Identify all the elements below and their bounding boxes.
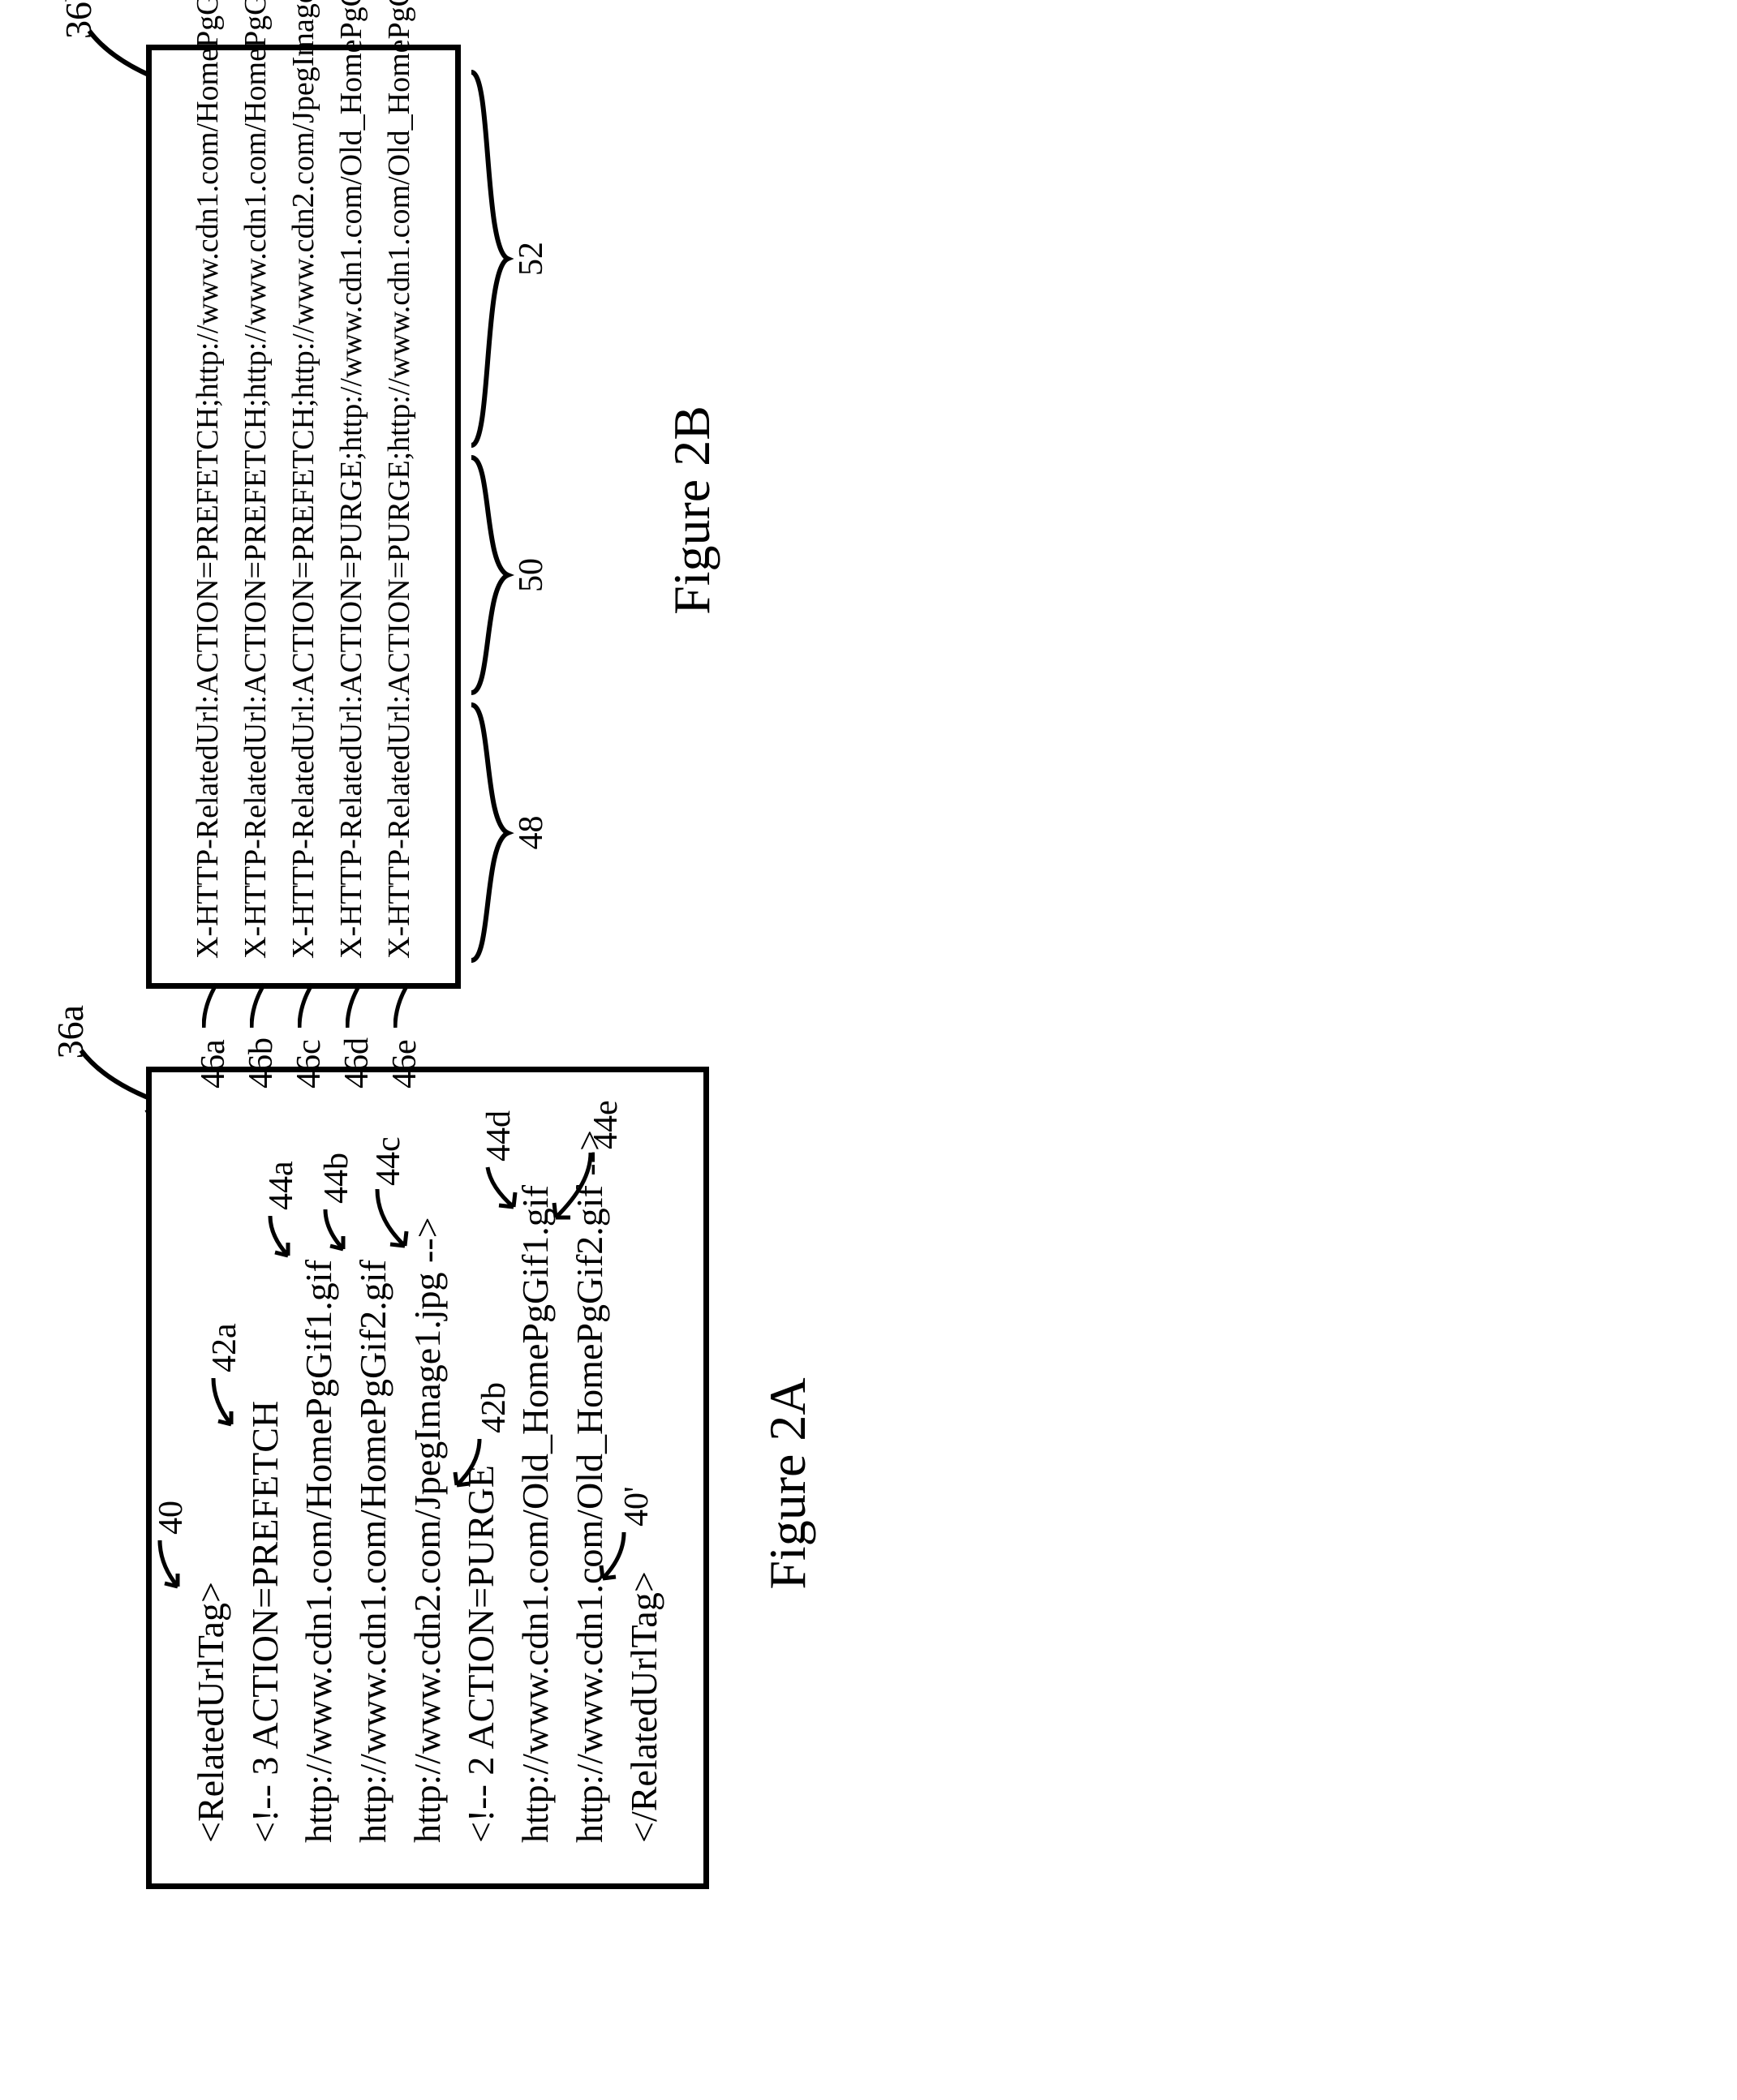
code-line: X-HTTP-RelatedUrl:ACTION=PREFETCH;http:/… xyxy=(280,67,328,959)
code-line: X-HTTP-RelatedUrl:ACTION=PURGE;http://ww… xyxy=(328,67,376,959)
figure-2b: 36b X-HTTP-RelatedUrl:ACTION=PREFETCH;ht… xyxy=(146,32,722,989)
ref-42b: 42b xyxy=(470,1382,519,1433)
code-line: </RelatedUrlTag> xyxy=(617,1113,672,1843)
brace-row: 48 50 52 xyxy=(467,32,565,989)
ref-44a: 44a xyxy=(257,1161,307,1210)
corner-ref-36b: 36b xyxy=(57,0,100,39)
code-box-a: <RelatedUrlTag> <!-- 3 ACTION=PREFETCH h… xyxy=(146,1067,709,1889)
ref-42a: 42a xyxy=(200,1323,250,1372)
ref-44e: 44e xyxy=(582,1100,631,1149)
ref-44d: 44d xyxy=(475,1110,524,1162)
ref-44c: 44c xyxy=(364,1136,414,1186)
brace-50: 50 xyxy=(467,453,516,697)
code-line: X-HTTP-RelatedUrl:ACTION=PREFETCH;http:/… xyxy=(184,67,232,959)
row-refs: 46a 46b 46c 46d 46e xyxy=(187,1037,427,1089)
code-line: <RelatedUrlTag> xyxy=(184,1113,239,1843)
figure-caption: Figure 2B xyxy=(662,32,722,989)
code-line: X-HTTP-RelatedUrl:ACTION=PURGE;http://ww… xyxy=(376,67,424,959)
figure-caption: Figure 2A xyxy=(758,1078,818,1889)
ref-44b: 44b xyxy=(312,1153,362,1204)
brace-52: 52 xyxy=(467,68,516,449)
code-box-b: X-HTTP-RelatedUrl:ACTION=PREFETCH;http:/… xyxy=(146,45,461,989)
brace-48: 48 xyxy=(467,701,516,964)
code-line: X-HTTP-RelatedUrl:ACTION=PREFETCH;http:/… xyxy=(232,67,280,959)
ref-40: 40 xyxy=(147,1501,196,1535)
ref-40prime: 40' xyxy=(613,1486,662,1527)
figure-2a: 36a <RelatedUrlTag> <!-- 3 ACTION=PREFET… xyxy=(146,1078,818,1889)
corner-ref-36a: 36a xyxy=(49,1005,92,1059)
